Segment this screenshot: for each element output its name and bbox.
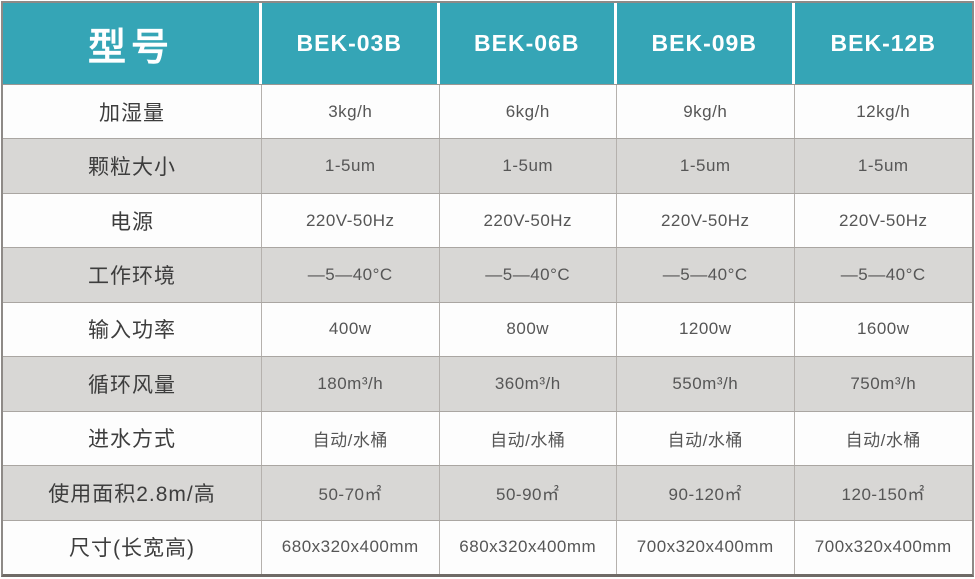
row-value: 400w: [262, 302, 440, 357]
table-row-input-power: 输入功率 400w 800w 1200w 1600w: [3, 302, 972, 358]
table-row-coverage-area: 使用面积2.8m/高 50-70㎡ 50-90㎡ 90-120㎡ 120-150…: [3, 466, 972, 521]
column-header-bek-09b: BEK-09B: [617, 3, 795, 84]
row-value: 700x320x400mm: [814, 537, 952, 557]
row-value: 自动/水桶: [617, 411, 795, 466]
row-value: 220V-50Hz: [262, 193, 440, 248]
row-value: 120-150㎡: [841, 485, 925, 505]
row-value: 750m³/h: [850, 373, 917, 393]
row-value: 50-90㎡: [440, 466, 617, 520]
row-value: 90-120㎡: [617, 466, 795, 520]
row-value: 自动/水桶: [440, 411, 617, 466]
row-value: 3kg/h: [262, 85, 440, 139]
row-value: 自动/水桶: [845, 430, 921, 450]
row-label: 进水方式: [3, 411, 262, 466]
table-row-humidification: 加湿量 3kg/h 6kg/h 9kg/h 12kg/h: [3, 85, 972, 140]
row-label: 颗粒大小: [3, 139, 262, 193]
row-label: 加湿量: [3, 85, 262, 139]
row-value: 1-5um: [857, 156, 909, 176]
row-label: 工作环境: [3, 248, 262, 302]
row-label: 尺寸(长宽高): [3, 520, 262, 574]
row-label: 循环风量: [3, 357, 262, 411]
row-value: 1200w: [617, 302, 795, 357]
table-row-circulating-airflow: 循环风量 180m³/h 360m³/h 550m³/h 750m³/h: [3, 357, 972, 412]
row-value: 9kg/h: [617, 85, 795, 139]
row-value: 220V-50Hz: [440, 193, 617, 248]
row-value: 6kg/h: [440, 85, 617, 139]
row-value: 800w: [440, 302, 617, 357]
column-header-bek-12b: BEK-12B: [794, 3, 972, 84]
row-label: 使用面积2.8m/高: [3, 466, 262, 520]
table-header-row: 型号 BEK-03B BEK-06B BEK-09B BEK-12B: [3, 3, 972, 85]
row-value: 180m³/h: [262, 357, 440, 411]
row-value: 50-70㎡: [262, 466, 440, 520]
row-value: 1-5um: [440, 139, 617, 193]
row-value: 680x320x400mm: [440, 520, 617, 574]
row-value: —5—40°C: [262, 248, 440, 302]
table-row-particle-size: 颗粒大小 1-5um 1-5um 1-5um 1-5um: [3, 139, 972, 194]
row-value: 700x320x400mm: [617, 520, 795, 574]
row-value: 1-5um: [262, 139, 440, 193]
row-value: 1-5um: [617, 139, 795, 193]
row-value: —5—40°C: [440, 248, 617, 302]
row-value: 220V-50Hz: [838, 210, 928, 230]
row-value: 自动/水桶: [262, 411, 440, 466]
row-value: —5—40°C: [840, 265, 926, 285]
table-row-dimensions: 尺寸(长宽高) 680x320x400mm 680x320x400mm 700x…: [3, 520, 972, 574]
table-row-power-supply: 电源 220V-50Hz 220V-50Hz 220V-50Hz 220V-50…: [3, 193, 972, 249]
row-value: 550m³/h: [617, 357, 795, 411]
row-value: 12kg/h: [856, 101, 911, 121]
row-value: —5—40°C: [617, 248, 795, 302]
row-value: 360m³/h: [440, 357, 617, 411]
table-row-water-inlet: 进水方式 自动/水桶 自动/水桶 自动/水桶 自动/水桶: [3, 411, 972, 467]
column-header-bek-06b: BEK-06B: [439, 3, 617, 84]
column-header-model: 型号: [3, 3, 262, 84]
row-value: 220V-50Hz: [617, 193, 795, 248]
row-label: 电源: [3, 193, 262, 248]
row-value: 680x320x400mm: [262, 520, 440, 574]
row-value: 1600w: [856, 319, 910, 339]
row-label: 输入功率: [3, 302, 262, 357]
column-header-bek-03b: BEK-03B: [262, 3, 440, 84]
table-row-working-environment: 工作环境 —5—40°C —5—40°C —5—40°C —5—40°C: [3, 248, 972, 303]
